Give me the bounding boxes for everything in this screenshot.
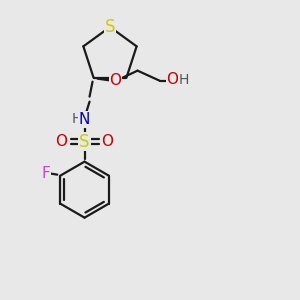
Text: H: H [178, 73, 189, 87]
Text: O: O [56, 134, 68, 149]
Text: F: F [42, 166, 51, 181]
Text: S: S [79, 133, 90, 151]
Text: S: S [105, 18, 115, 36]
Text: H: H [71, 112, 82, 126]
Text: O: O [101, 134, 113, 149]
Text: N: N [79, 112, 90, 127]
Text: O: O [110, 73, 122, 88]
Text: O: O [167, 72, 178, 87]
